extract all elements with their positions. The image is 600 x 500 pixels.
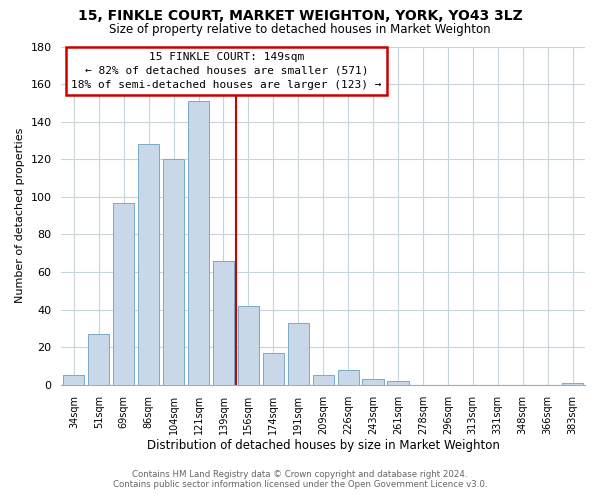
Bar bbox=[213, 261, 234, 385]
Bar bbox=[338, 370, 359, 385]
Bar bbox=[88, 334, 109, 385]
Bar bbox=[113, 202, 134, 385]
Y-axis label: Number of detached properties: Number of detached properties bbox=[15, 128, 25, 304]
Text: Contains public sector information licensed under the Open Government Licence v3: Contains public sector information licen… bbox=[113, 480, 487, 489]
Bar bbox=[163, 160, 184, 385]
Bar bbox=[188, 101, 209, 385]
Bar bbox=[362, 379, 383, 385]
Bar bbox=[63, 376, 85, 385]
Bar bbox=[138, 144, 159, 385]
Text: 15 FINKLE COURT: 149sqm
← 82% of detached houses are smaller (571)
18% of semi-d: 15 FINKLE COURT: 149sqm ← 82% of detache… bbox=[71, 52, 382, 90]
Text: Contains HM Land Registry data © Crown copyright and database right 2024.: Contains HM Land Registry data © Crown c… bbox=[132, 470, 468, 479]
Text: 15, FINKLE COURT, MARKET WEIGHTON, YORK, YO43 3LZ: 15, FINKLE COURT, MARKET WEIGHTON, YORK,… bbox=[77, 9, 523, 23]
Bar bbox=[263, 353, 284, 385]
Bar bbox=[562, 383, 583, 385]
Bar bbox=[287, 323, 309, 385]
Bar bbox=[313, 376, 334, 385]
Bar bbox=[388, 381, 409, 385]
Bar bbox=[238, 306, 259, 385]
X-axis label: Distribution of detached houses by size in Market Weighton: Distribution of detached houses by size … bbox=[147, 440, 500, 452]
Text: Size of property relative to detached houses in Market Weighton: Size of property relative to detached ho… bbox=[109, 22, 491, 36]
